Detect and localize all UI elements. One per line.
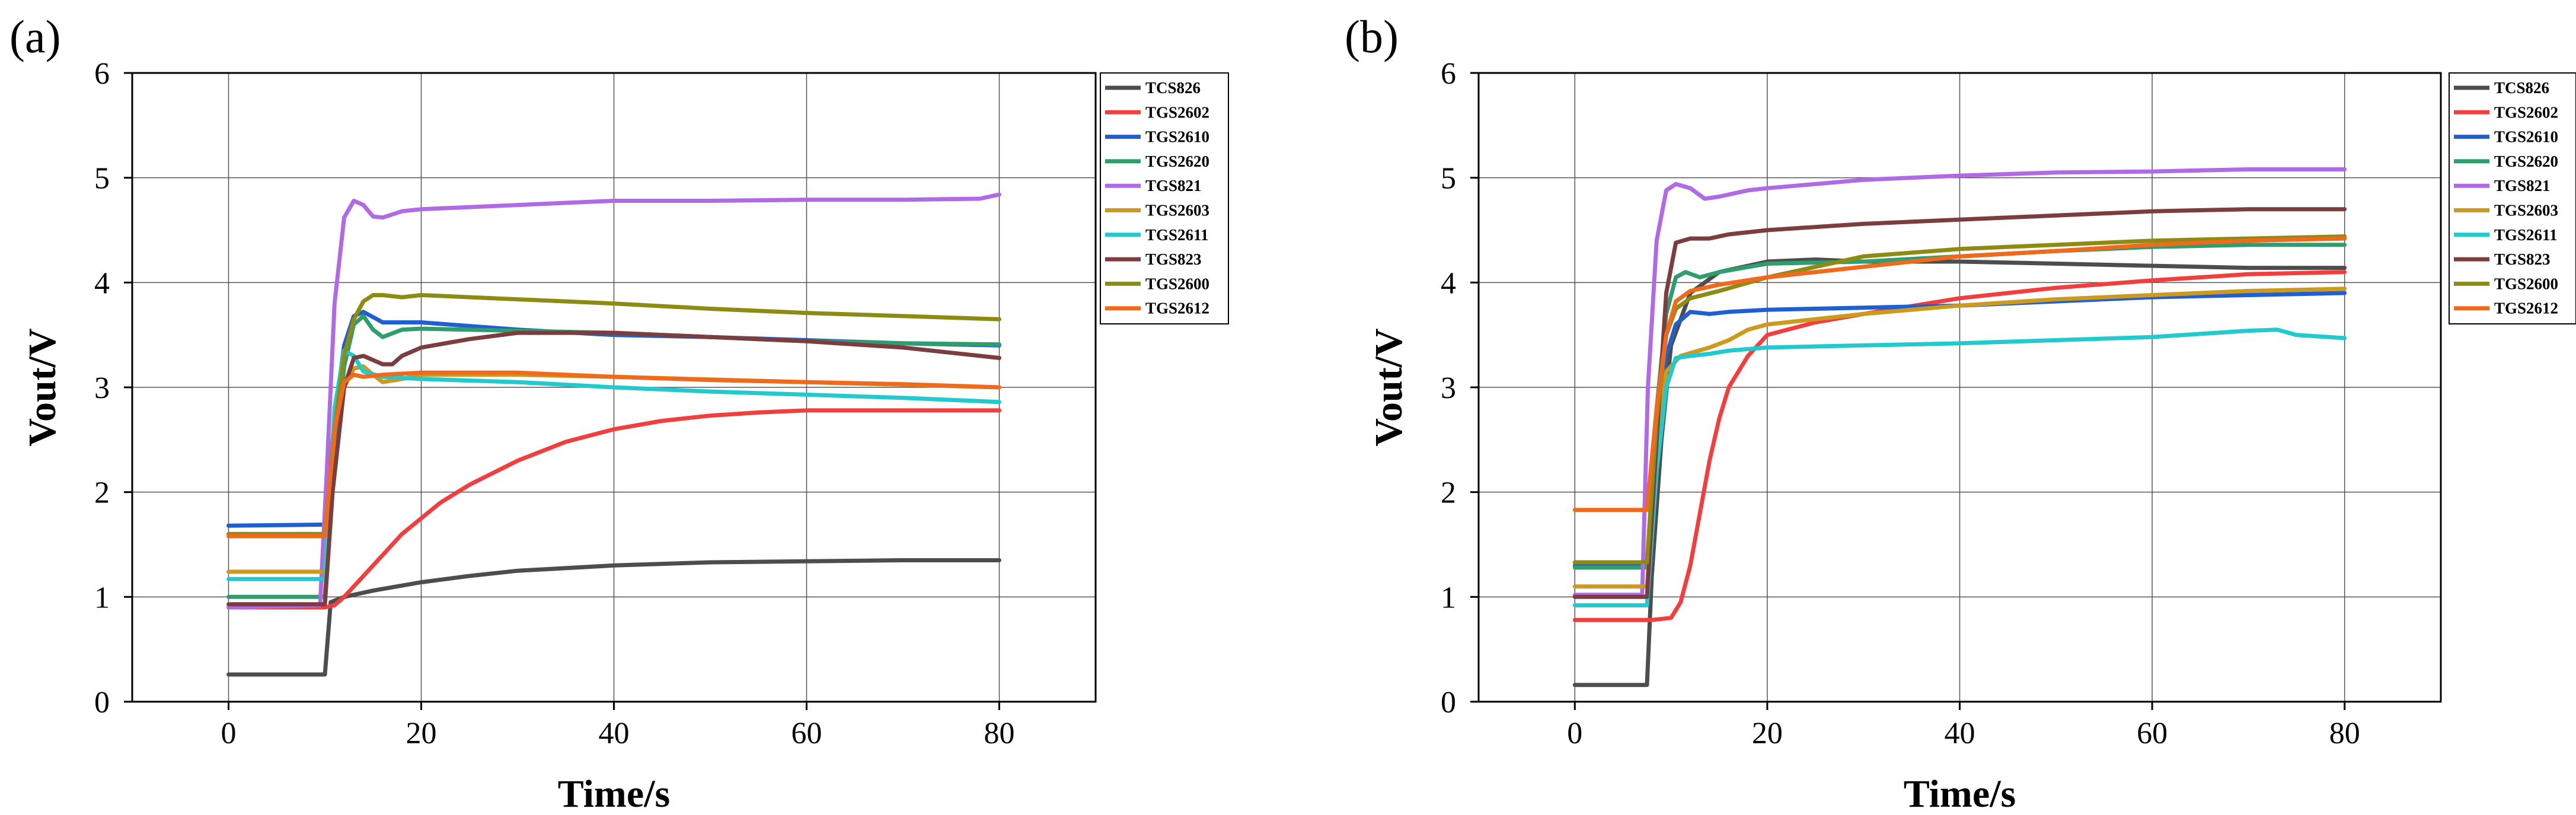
legend-label: TGS821 — [1145, 177, 1202, 195]
panel-a: (a) 0 20 40 60 80 0 1 2 3 4 5 6 Time/s Vout/V TCS826 TGS… — [9, 11, 1229, 815]
y-tick-label: 1 — [94, 581, 110, 615]
series-line-tgs2600 — [226, 293, 1001, 536]
panel-label: (b) — [1345, 11, 1399, 62]
y-tick-label: 3 — [94, 371, 110, 405]
legend-label: TGS2603 — [1145, 202, 1209, 219]
y-tick-label: 2 — [1441, 476, 1456, 510]
x-tick-label: 40 — [1945, 717, 1975, 750]
legend-label: TGS2611 — [2494, 226, 2558, 244]
y-axis-title: Vout/V — [1367, 328, 1410, 446]
legend-label: TCS826 — [1145, 79, 1201, 97]
y-tick-label: 4 — [94, 266, 110, 300]
y-tick-label: 2 — [94, 476, 110, 510]
panel-label: (a) — [9, 11, 61, 62]
legend-label: TGS2610 — [1145, 128, 1209, 146]
y-tick-label: 4 — [1441, 266, 1456, 300]
series-line-tgs2603 — [1572, 286, 2347, 589]
x-tick-label: 0 — [1567, 717, 1582, 750]
legend-label: TGS823 — [1145, 250, 1202, 268]
x-tick-label: 80 — [2329, 717, 2360, 750]
legend-label: TGS821 — [2494, 177, 2551, 195]
legend-label: TGS2610 — [2494, 128, 2558, 146]
legend: TCS826 TGS2602 TGS2610 TGS2620 TGS821 TGS2603… — [1100, 72, 1229, 324]
panel-b: (b) 0 20 40 60 80 0 1 2 3 4 5 6 Time/s Vout/V TCS826 TGS… — [1345, 11, 2576, 815]
legend-label: TGS2611 — [1145, 226, 1209, 244]
legend-label: TGS2600 — [2494, 275, 2558, 292]
legend-label: TGS2602 — [1145, 103, 1209, 121]
y-tick-label: 0 — [1441, 686, 1456, 720]
legend-label: TGS2612 — [2494, 300, 2558, 317]
y-tick-label: 3 — [1441, 371, 1456, 405]
series-line-tcs826 — [226, 558, 1001, 677]
series-line-tgs2611 — [226, 348, 1001, 581]
plot-frame — [131, 72, 1097, 703]
series-line-tgs821 — [1572, 167, 2347, 597]
plot-frame — [1477, 72, 2442, 703]
legend: TCS826 TGS2602 TGS2610 TGS2620 TGS821 TGS2603… — [2449, 72, 2576, 324]
legend-label: TGS2600 — [1145, 275, 1209, 292]
legend-label: TGS823 — [2494, 250, 2551, 268]
series-line-tgs2612 — [226, 370, 1001, 539]
series-line-tgs2602 — [226, 408, 1001, 610]
series-line-tgs2602 — [1572, 270, 2347, 622]
y-axis-title: Vout/V — [21, 328, 64, 446]
legend-label: TGS2603 — [2494, 202, 2558, 219]
x-tick-label: 20 — [406, 717, 437, 750]
x-tick-label: 0 — [221, 717, 237, 750]
x-tick-label: 40 — [599, 717, 630, 750]
legend-label: TGS2602 — [2494, 103, 2558, 121]
series-line-tgs2612 — [1572, 236, 2347, 512]
legend-label: TGS2620 — [2494, 152, 2558, 170]
x-tick-label: 60 — [791, 717, 822, 750]
y-tick-label: 6 — [1441, 57, 1456, 91]
x-axis-title: Time/s — [558, 772, 670, 815]
y-tick-label: 6 — [94, 57, 110, 91]
x-tick-label: 20 — [1752, 717, 1783, 750]
x-tick-label: 60 — [2137, 717, 2168, 750]
legend-label: TCS826 — [2494, 79, 2549, 97]
y-tick-label: 5 — [94, 162, 110, 196]
x-tick-label: 80 — [984, 717, 1015, 750]
y-tick-label: 1 — [1441, 581, 1456, 615]
series-line-tgs821 — [226, 192, 1001, 610]
x-axis-title: Time/s — [1904, 772, 2016, 815]
y-tick-label: 5 — [1441, 162, 1456, 196]
series-line-tgs823 — [226, 330, 1001, 607]
legend-label: TGS2612 — [1145, 300, 1209, 317]
series-line-tgs2611 — [1572, 327, 2347, 607]
y-tick-label: 0 — [94, 686, 110, 720]
legend-label: TGS2620 — [1145, 152, 1209, 170]
